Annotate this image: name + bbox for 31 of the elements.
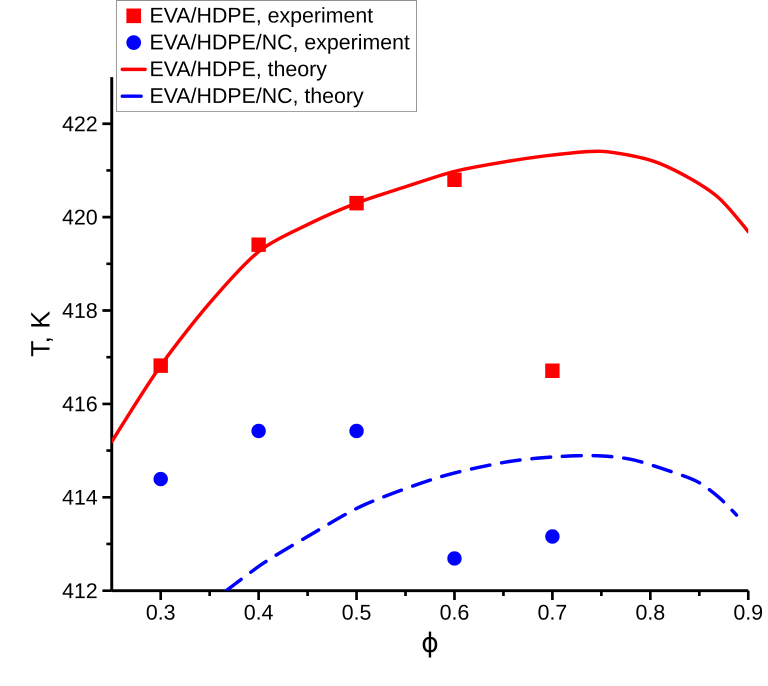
point [447,172,462,187]
legend-label: EVA/HDPE, experiment [151,7,373,27]
x-tick-label: 0.4 [244,604,273,620]
x-tick-label: 0.8 [636,604,664,620]
point [349,196,364,210]
y-tick-label: 422 [62,116,97,132]
point [153,358,168,373]
x-tick-label: 0.7 [538,604,566,620]
y-tick-label: 420 [62,210,97,225]
point [447,551,462,566]
legend-label: EVA/HDPE/NC, experiment [151,34,410,54]
x-tick-label: 0.3 [146,604,175,620]
y-tick-label: 414 [62,490,98,505]
x-tick-label: 0.6 [440,604,468,620]
x-tick-label: 0.9 [734,604,762,620]
y-tick-label: 416 [62,396,97,412]
x-tick-label: 0.5 [342,604,370,620]
point [349,424,364,438]
x-axis-title: ϕ [422,632,438,658]
point [153,472,168,486]
y-axis-title: T, K [31,311,53,356]
legend-label: EVA/HDPE/NC, theory [151,87,364,108]
point [251,424,266,438]
point [545,529,560,544]
y-tick-label: 418 [62,302,97,318]
line-series [224,454,738,591]
point [251,237,266,252]
line-series [112,149,748,444]
legend-label: EVA/HDPE, theory [151,60,327,81]
point [545,364,560,378]
y-tick-label: 412 [62,583,97,598]
